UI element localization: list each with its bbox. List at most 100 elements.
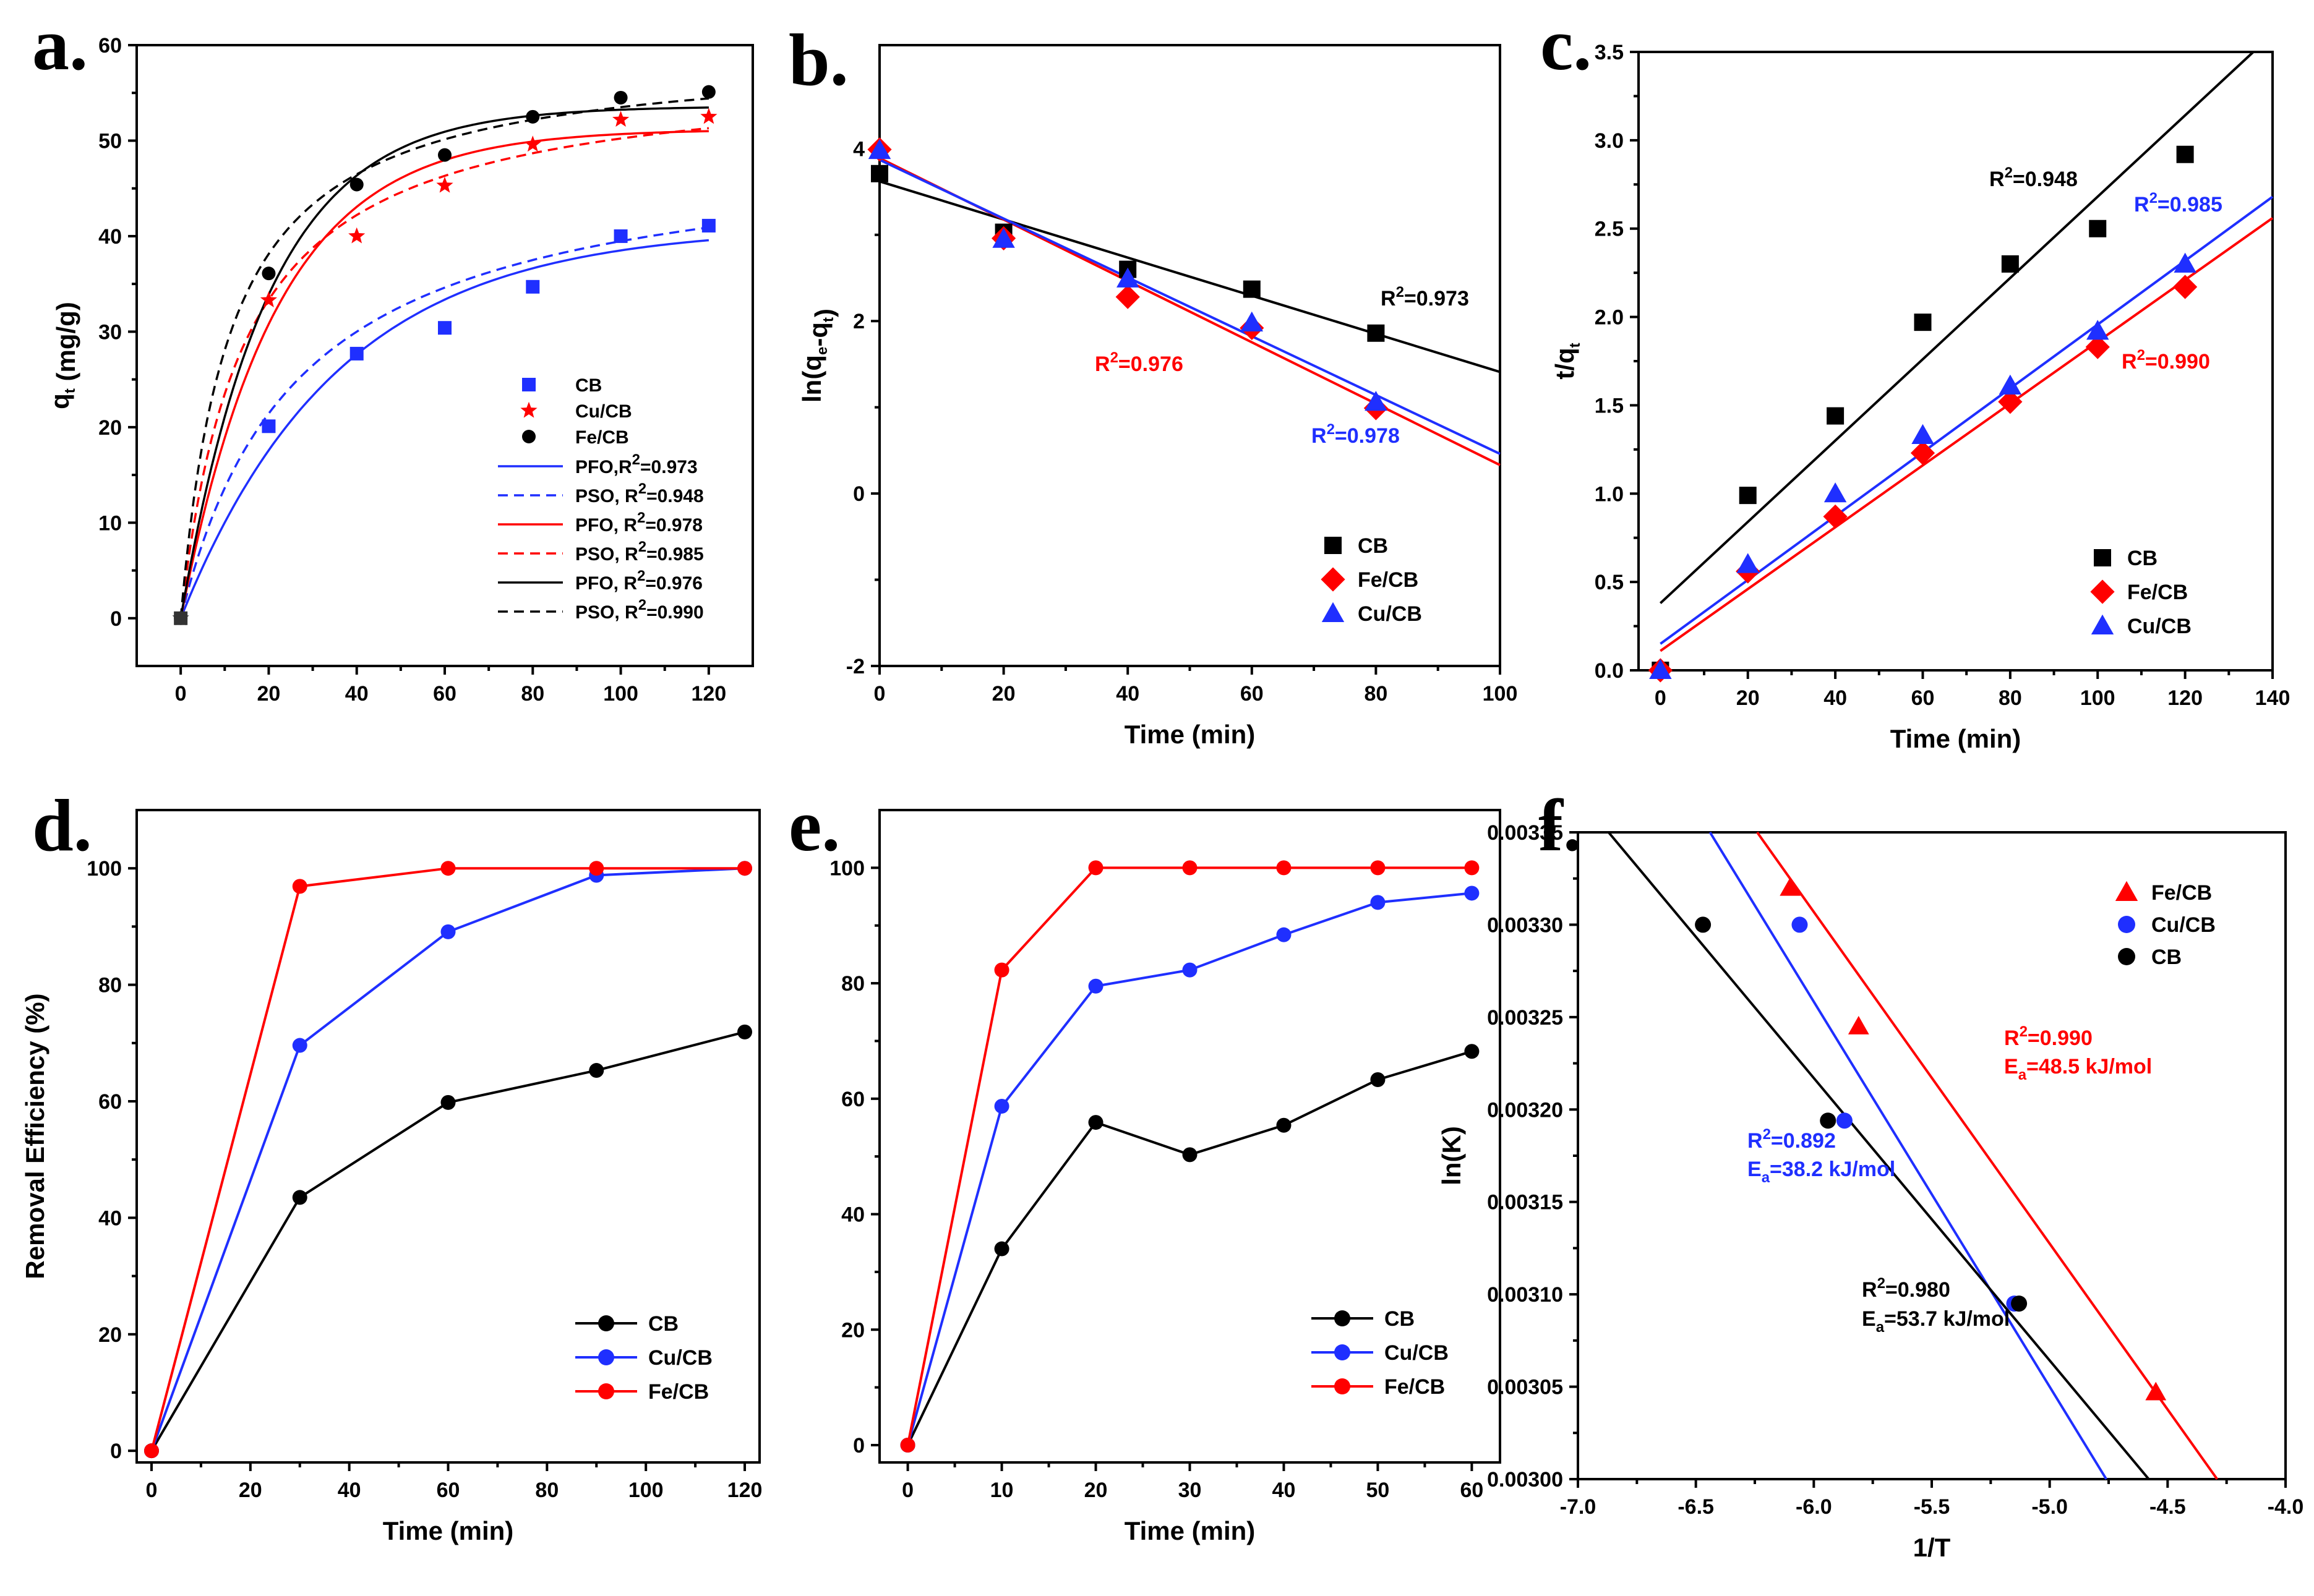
legend-fit-label-sup: 2 [638,480,646,497]
legend-label: Fe/CB [1384,1375,1445,1399]
x-tick-label: 60 [1240,682,1264,706]
y-tick-label: 20 [98,416,122,440]
data-point [440,861,456,876]
data-point [1276,927,1292,942]
annotation-r2-cb-part: =0.948 [2013,168,2078,191]
data-point [1911,424,1934,444]
data-point [992,228,1015,248]
data-point [1276,1117,1292,1133]
y-tick-label: 2.5 [1595,218,1624,241]
data-point [612,111,630,127]
data-point [614,229,628,243]
annotation-r2-fe-part: R [2122,350,2137,373]
data-point [701,85,716,99]
y-tick-label: 40 [98,225,122,249]
data-point [1848,1015,1869,1035]
annotation-r2-cu-part: R [1311,424,1327,448]
y-tick-label: 0.00310 [1487,1283,1563,1307]
x-tick-label: 0 [146,1479,158,1502]
data-point [1823,504,1848,529]
legend: CB Fe/CB Cu/CB [2090,547,2192,638]
x-tick-label: 120 [727,1479,763,1502]
data-point [1791,916,1808,933]
x-tick-label: 0 [902,1479,914,1502]
panel-d-axes: 0 20 40 60 80 100 120 0 20 40 60 80 100 Time (min) Rem… [20,784,762,1545]
data-point [1240,311,1263,332]
fit-line [879,180,1501,373]
annotation-r2-cu-sup: 2 [1763,1126,1771,1143]
y-tick-label: 0.00320 [1487,1098,1563,1122]
y-tick-label: 30 [98,320,122,344]
annotation-r2-fe-sup: 2 [1110,349,1118,366]
x-tick-label: 10 [990,1479,1014,1502]
y-axis-title: t/qt [1550,343,1583,379]
legend: Fe/CB Cu/CB CB [2115,881,2216,969]
legend-label: CB [1358,534,1388,558]
x-tick-label: 140 [2255,686,2290,710]
legend-marker [598,1349,614,1365]
data-point [900,1437,915,1453]
x-tick-label: 20 [992,682,1016,706]
annotation-r2-cb: R2=0.973 [1381,284,1469,310]
legend-label: CB [2127,547,2158,570]
panel-letter: f. [1538,784,1582,866]
data-point [2176,145,2194,163]
y-tick-label: 0.0 [1595,659,1624,683]
legend-fit-label: PSO, R2=0.985 [575,539,704,565]
y-tick-label: 0.5 [1595,571,1624,594]
data-point [262,419,276,433]
data-point [440,924,456,939]
y-tick-label: 40 [98,1206,122,1230]
fit-line [1660,216,2274,652]
panel-f-points [1695,877,2167,1401]
legend-marker [2091,614,2114,634]
fit-curve [179,127,709,619]
y-tick-label: 0.00325 [1487,1006,1563,1030]
y-tick-label: 0 [110,1440,122,1463]
data-point [994,1098,1009,1114]
legend-marker [520,401,538,418]
x-tick-label: -5.5 [1914,1495,1950,1519]
legend-fit-label-part: PSO, R [575,486,638,506]
y-tick-label: 1.5 [1595,394,1624,417]
legend-marker [2115,881,2138,901]
panel-b-axes: 0 20 40 60 80 100 -2 0 2 4 Time (min) ln(qe-qt) b. [789,19,1517,749]
x-tick-label: 100 [628,1479,664,1502]
legend-marker [1334,1344,1350,1360]
legend-fit-label-part: PFO, R [575,515,637,536]
panel-b-fits [879,156,1501,466]
data-point [1464,860,1480,876]
data-point [2174,252,2196,273]
panel-c-axes: 0 20 40 60 80 100 120 140 0.0 0.5 1.0 1.5 2.0 2.5 3.0 3… [1540,3,2290,753]
data-point [292,1190,307,1205]
data-point [348,227,366,244]
legend-label: Cu/CB [648,1346,713,1370]
data-point [2001,255,2019,273]
y-tick-label: 0 [853,482,865,506]
annotation-r2-cu-part: R [1747,1129,1763,1153]
data-point [994,962,1009,978]
annotation-r2-cb-part: R [1381,287,1396,310]
data-point [144,1443,159,1459]
y-tick-label: 0.00330 [1487,913,1563,937]
legend-fit-label-part: =0.990 [646,602,704,623]
legend-marker [2094,549,2111,566]
annotation-r2-cb-part: R [1989,168,2005,191]
x-tick-label: 100 [2080,686,2115,710]
data-point [1276,860,1292,876]
y-tick-label: 3.0 [1595,129,1624,153]
annotation-ea-cb-sub: a [1876,1319,1885,1336]
x-tick-label: -5.0 [2031,1495,2068,1519]
data-point [174,611,188,625]
legend-marker [522,378,536,391]
data-point [1365,391,1387,411]
annotation-r2-fe-part: R [1095,352,1110,376]
annotation-r2-fe-sup: 2 [2137,347,2145,364]
data-point [1116,267,1139,288]
x-tick-label: 20 [1084,1479,1108,1502]
x-tick-label: 40 [1823,686,1847,710]
annotation-ea-cb: Ea=53.7 kJ/mol [1862,1307,2010,1336]
annotation-r2-cb-part: =0.973 [1404,287,1469,310]
annotation-r2-cu-part: R [2134,193,2149,216]
